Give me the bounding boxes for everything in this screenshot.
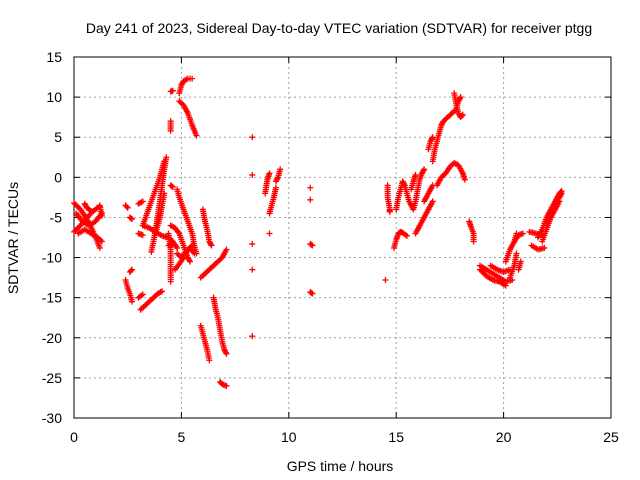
data-point (309, 242, 316, 249)
x-tick-label: 10 (281, 429, 297, 445)
data-point (519, 230, 526, 237)
data-point (266, 230, 273, 237)
data-point (193, 132, 200, 139)
data-point (88, 208, 95, 215)
data-point (401, 181, 408, 188)
data-point (272, 184, 279, 191)
data-point (249, 134, 256, 141)
data-point (513, 250, 520, 257)
y-axis-label: SDTVAR / TECUs (5, 182, 21, 294)
data-points (71, 75, 565, 389)
data-point (429, 198, 436, 205)
data-point (128, 216, 135, 223)
data-point (266, 170, 273, 177)
data-point (470, 238, 477, 245)
data-point (167, 278, 174, 285)
data-point (139, 291, 146, 298)
y-tick-label: 10 (46, 89, 62, 105)
data-point (127, 215, 134, 222)
x-tick-label: 25 (603, 429, 619, 445)
data-point (457, 94, 464, 101)
y-tick-label: -25 (42, 370, 62, 386)
data-point (541, 244, 548, 251)
data-point (206, 357, 213, 364)
data-point (223, 350, 230, 357)
data-point (128, 298, 135, 305)
data-point (124, 204, 131, 211)
data-point (98, 212, 105, 219)
data-point (189, 75, 196, 82)
data-point (169, 87, 176, 94)
data-point (169, 183, 176, 190)
data-point (277, 166, 284, 173)
y-tick-label: -5 (50, 209, 63, 225)
data-point (159, 288, 166, 295)
data-point (421, 166, 428, 173)
data-point (502, 282, 509, 289)
data-point (429, 134, 436, 141)
axis-ticks: 0 5 10 15 20 25 -30 -25 -20 -15 -10 -5 0 5 10 15 (42, 49, 619, 445)
data-point (461, 176, 468, 183)
y-tick-label: 5 (54, 129, 62, 145)
data-point (456, 95, 463, 102)
data-point (169, 240, 176, 247)
x-axis-label: GPS time / hours (287, 458, 394, 474)
data-point (249, 333, 256, 340)
data-point (403, 232, 410, 239)
data-point (163, 154, 170, 161)
data-point (249, 266, 256, 273)
y-tick-label: 0 (54, 169, 62, 185)
data-point (307, 196, 314, 203)
data-point (186, 258, 193, 265)
data-point (167, 118, 174, 125)
data-point (249, 171, 256, 178)
data-point (458, 112, 465, 119)
data-point (459, 111, 466, 118)
x-tick-label: 0 (70, 429, 78, 445)
x-tick-label: 20 (496, 429, 512, 445)
data-point (96, 244, 103, 251)
data-point (308, 241, 315, 248)
data-point (249, 240, 256, 247)
plot-frame (73, 56, 612, 419)
data-point (429, 135, 435, 142)
data-point (420, 167, 427, 174)
data-point (139, 198, 146, 205)
data-point (98, 238, 105, 245)
y-tick-label: -20 (42, 330, 62, 346)
data-point (208, 242, 215, 249)
data-point (386, 208, 393, 215)
y-tick-label: -30 (42, 410, 62, 426)
data-point (186, 257, 193, 264)
data-point (308, 289, 315, 296)
data-point (127, 267, 134, 274)
data-point (139, 232, 146, 239)
data-point (382, 277, 389, 284)
data-point (128, 266, 135, 273)
data-point (223, 246, 230, 253)
y-tick-label: -10 (42, 250, 62, 266)
y-tick-label: 15 (46, 49, 62, 65)
data-point (223, 382, 230, 389)
data-point (557, 191, 564, 198)
data-point (412, 171, 419, 178)
data-point (193, 250, 200, 257)
data-point (307, 184, 314, 191)
data-point (123, 203, 130, 210)
data-point (274, 175, 281, 182)
x-tick-label: 15 (388, 429, 404, 445)
x-tick-label: 5 (178, 429, 186, 445)
y-tick-label: -15 (42, 290, 62, 306)
data-point (161, 190, 168, 197)
data-point (558, 190, 565, 197)
data-point (517, 258, 524, 265)
data-point (309, 290, 316, 297)
data-point (207, 241, 214, 248)
data-point (174, 244, 181, 251)
data-point (168, 183, 175, 190)
chart-title: Day 241 of 2023, Sidereal Day-to-day VTE… (86, 20, 592, 36)
data-point (222, 349, 229, 356)
